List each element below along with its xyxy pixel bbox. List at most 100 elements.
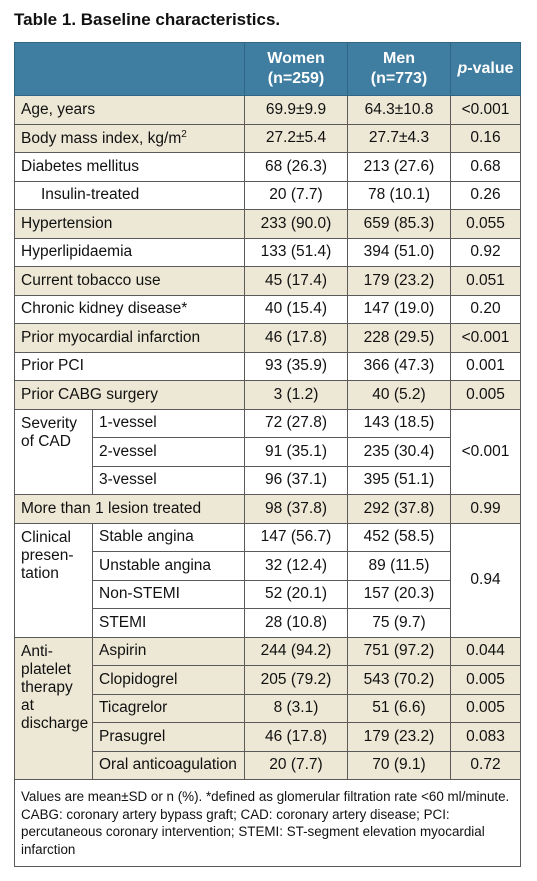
p-value: <0.001 (450, 408, 521, 495)
women-value: 45 (17.4) (244, 266, 348, 296)
table-row: Clinical presen-tation Stable angina 147… (14, 522, 521, 638)
men-value: 64.3±10.8 (347, 95, 451, 125)
men-value: 51 (6.6) (347, 693, 451, 723)
men-value: 235 (30.4) (347, 437, 451, 467)
men-value: 179 (23.2) (347, 722, 451, 752)
p-value: 0.26 (450, 180, 521, 210)
women-value: 20 (7.7) (244, 750, 348, 780)
women-value: 32 (12.4) (244, 551, 348, 581)
women-value: 3 (1.2) (244, 380, 348, 410)
women-value: 28 (10.8) (244, 608, 348, 638)
men-value: 366 (47.3) (347, 351, 451, 381)
men-value: 143 (18.5) (347, 408, 451, 438)
men-value: 179 (23.2) (347, 266, 451, 296)
table-row: Anti-platelet therapy at discharge Aspir… (14, 636, 521, 780)
table-row: 3-vessel 96 (37.1) 395 (51.1) (15, 465, 521, 495)
women-value: 68 (26.3) (244, 152, 348, 182)
p-value: 0.92 (450, 237, 521, 267)
row-label: Unstable angina (92, 551, 245, 581)
table-row: Hypertension 233 (90.0) 659 (85.3) 0.055 (14, 209, 521, 239)
row-label: Age, years (14, 95, 245, 125)
women-value: 8 (3.1) (244, 693, 348, 723)
row-label: Prasugrel (92, 722, 245, 752)
men-value: 452 (58.5) (347, 522, 451, 552)
p-value: 0.044 (450, 636, 521, 666)
table-title: Table 1. Baseline characteristics. (14, 10, 281, 29)
row-label: Stable angina (92, 522, 245, 552)
table-row: Prior CABG surgery 3 (1.2) 40 (5.2) 0.00… (14, 380, 521, 410)
table-row: Non-STEMI 52 (20.1) 157 (20.3) (15, 579, 521, 609)
header-men: Men (n=773) (347, 42, 451, 96)
row-label: Current tobacco use (14, 266, 245, 296)
row-label: Chronic kidney disease* (14, 294, 245, 324)
group-label-antiplatelet: Anti-platelet therapy at discharge (14, 636, 93, 780)
men-value: 70 (9.1) (347, 750, 451, 780)
men-value: 394 (51.0) (347, 237, 451, 267)
p-value: 0.99 (450, 494, 521, 524)
men-value: 27.7±4.3 (347, 123, 451, 153)
men-value: 147 (19.0) (347, 294, 451, 324)
men-value: 395 (51.1) (347, 465, 451, 495)
p-value: 0.005 (450, 693, 521, 723)
p-value: 0.055 (450, 209, 521, 239)
table-row: More than 1 lesion treated 98 (37.8) 292… (14, 494, 521, 524)
table-row: 2-vessel 91 (35.1) 235 (30.4) (15, 437, 521, 467)
baseline-table: Women (n=259) Men (n=773) p-value Age, yea… (14, 42, 521, 867)
women-value: 69.9±9.9 (244, 95, 348, 125)
men-value: 75 (9.7) (347, 608, 451, 638)
p-value: 0.94 (450, 522, 521, 638)
women-value: 91 (35.1) (244, 437, 348, 467)
p-value: 0.72 (450, 750, 521, 780)
row-label: Aspirin (92, 636, 245, 666)
men-value: 157 (20.3) (347, 579, 451, 609)
women-value: 46 (17.8) (244, 722, 348, 752)
p-value: <0.001 (450, 323, 521, 353)
row-label: Prior PCI (14, 351, 245, 381)
women-value: 52 (20.1) (244, 579, 348, 609)
header-pvalue: p-value (450, 42, 521, 96)
table-row: Prasugrel 46 (17.8) 179 (23.2) 0.083 (15, 722, 521, 752)
p-value: 0.001 (450, 351, 521, 381)
group-label-clinical: Clinical presen-tation (14, 522, 93, 638)
footnote-row: Values are mean±SD or n (%). *defined as… (14, 779, 521, 867)
p-value: 0.68 (450, 152, 521, 182)
row-label: 1-vessel (92, 408, 245, 438)
row-label: Prior myocardial infarction (14, 323, 245, 353)
row-label: More than 1 lesion treated (14, 494, 245, 524)
row-label: 3-vessel (92, 465, 245, 495)
p-value: 0.051 (450, 266, 521, 296)
table-row: Insulin-treated 20 (7.7) 78 (10.1) 0.26 (14, 180, 521, 210)
row-label: Ticagrelor (92, 693, 245, 723)
p-value: 0.005 (450, 665, 521, 695)
women-value: 133 (51.4) (244, 237, 348, 267)
row-label: Hyperlipidaemia (14, 237, 245, 267)
row-label: Insulin-treated (14, 180, 245, 210)
men-value: 89 (11.5) (347, 551, 451, 581)
table-row: Chronic kidney disease* 40 (15.4) 147 (1… (14, 294, 521, 324)
table-row: Unstable angina 32 (12.4) 89 (11.5) (15, 551, 521, 581)
men-value: 40 (5.2) (347, 380, 451, 410)
women-value: 46 (17.8) (244, 323, 348, 353)
table-row: Ticagrelor 8 (3.1) 51 (6.6) 0.005 (15, 693, 521, 723)
p-value: 0.005 (450, 380, 521, 410)
men-value: 543 (70.2) (347, 665, 451, 695)
men-value: 213 (27.6) (347, 152, 451, 182)
row-label: Prior CABG surgery (14, 380, 245, 410)
header-women: Women (n=259) (244, 42, 348, 96)
table-footnote: Values are mean±SD or n (%). *defined as… (14, 779, 521, 867)
row-label: Body mass index, kg/m2 (14, 123, 245, 153)
table-row: Current tobacco use 45 (17.4) 179 (23.2)… (14, 266, 521, 296)
men-value: 228 (29.5) (347, 323, 451, 353)
women-value: 93 (35.9) (244, 351, 348, 381)
row-label: STEMI (92, 608, 245, 638)
table-row: Severity of CAD 1-vessel 72 (27.8) 143 (… (14, 408, 521, 495)
table-row: Prior PCI 93 (35.9) 366 (47.3) 0.001 (14, 351, 521, 381)
women-value: 147 (56.7) (244, 522, 348, 552)
women-value: 244 (94.2) (244, 636, 348, 666)
row-label: Non-STEMI (92, 579, 245, 609)
women-value: 98 (37.8) (244, 494, 348, 524)
men-value: 292 (37.8) (347, 494, 451, 524)
women-value: 72 (27.8) (244, 408, 348, 438)
row-label: Diabetes mellitus (14, 152, 245, 182)
table-row: Clopidogrel 205 (79.2) 543 (70.2) 0.005 (15, 665, 521, 695)
